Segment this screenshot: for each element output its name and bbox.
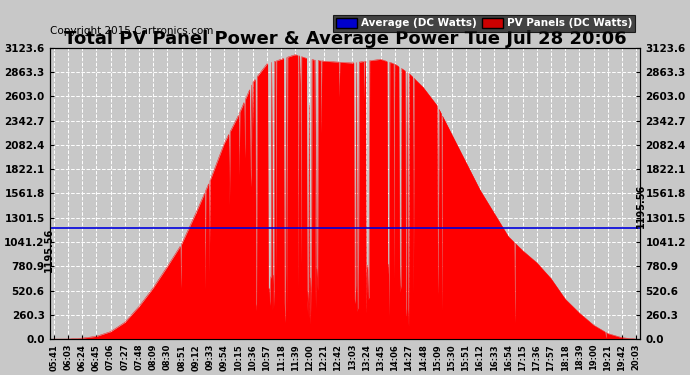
Text: 1195.56: 1195.56	[44, 228, 54, 272]
Legend: Average (DC Watts), PV Panels (DC Watts): Average (DC Watts), PV Panels (DC Watts)	[333, 15, 635, 32]
Text: Copyright 2015 Cartronics.com: Copyright 2015 Cartronics.com	[50, 26, 213, 36]
Text: 1195.56: 1195.56	[636, 183, 646, 228]
Title: Total PV Panel Power & Average Power Tue Jul 28 20:06: Total PV Panel Power & Average Power Tue…	[63, 30, 627, 48]
